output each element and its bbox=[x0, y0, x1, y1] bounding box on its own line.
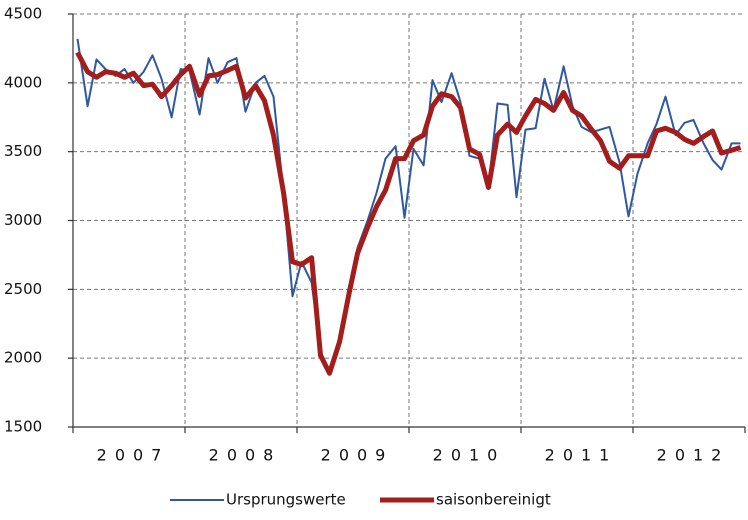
x-tick-label: 2007 bbox=[97, 446, 170, 465]
y-tick-label: 3500 bbox=[4, 142, 42, 160]
x-tick-label: 2011 bbox=[545, 446, 618, 465]
x-tick-label: 2008 bbox=[209, 446, 282, 465]
y-tick-label: 4000 bbox=[4, 73, 42, 91]
x-tick-label: 2010 bbox=[433, 446, 506, 465]
x-tick-label: 2012 bbox=[657, 446, 730, 465]
x-tick-label: 2009 bbox=[321, 446, 394, 465]
y-tick-label: 1500 bbox=[4, 418, 42, 436]
y-tick-label: 3000 bbox=[4, 211, 42, 229]
y-tick-label: 2000 bbox=[4, 349, 42, 367]
series-line bbox=[75, 51, 742, 376]
legend-label: Ursprungswerte bbox=[226, 491, 346, 509]
y-tick-label: 2500 bbox=[4, 280, 42, 298]
legend-label: saisonbereinigt bbox=[436, 491, 551, 509]
y-tick-label: 4500 bbox=[4, 5, 42, 23]
